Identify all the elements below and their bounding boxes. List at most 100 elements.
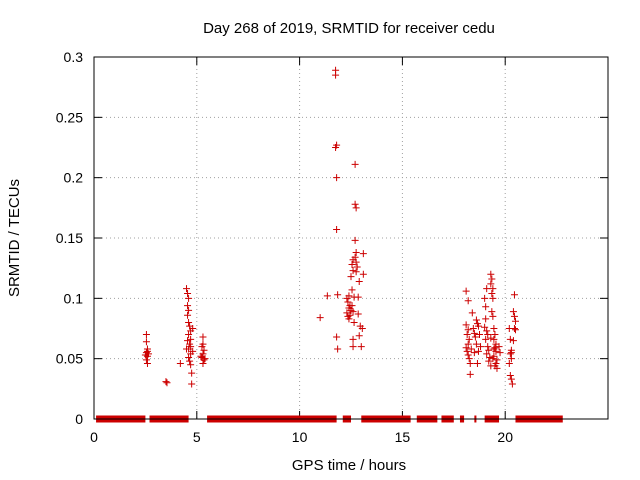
data-point	[481, 323, 489, 331]
data-point	[183, 285, 191, 293]
data-point	[510, 291, 518, 299]
data-point	[143, 359, 151, 367]
data-point	[187, 335, 195, 343]
data-point	[491, 362, 499, 370]
data-point	[187, 361, 195, 369]
data-point	[470, 349, 478, 357]
data-point	[463, 347, 471, 355]
data-point	[491, 331, 499, 339]
data-point	[489, 355, 497, 363]
y-axis-label: SRMTID / TECUs	[6, 179, 23, 297]
data-point	[482, 303, 490, 311]
data-point	[197, 352, 205, 360]
data-point	[487, 334, 495, 342]
data-point	[489, 285, 497, 293]
data-point	[185, 353, 193, 361]
data-point	[184, 290, 192, 298]
data-point	[462, 344, 470, 352]
data-point	[201, 355, 209, 363]
data-point	[464, 340, 472, 348]
data-point	[474, 322, 482, 330]
data-point	[188, 380, 196, 388]
data-point	[142, 338, 150, 346]
gridlines	[94, 57, 608, 419]
data-point	[141, 351, 149, 359]
data-point	[467, 345, 475, 353]
data-point	[485, 357, 493, 365]
data-point	[473, 359, 481, 367]
data-point	[469, 325, 477, 332]
data-point	[184, 337, 192, 345]
data-point	[477, 343, 485, 351]
data-point	[510, 325, 518, 332]
y-tick-label: 0.3	[64, 49, 84, 65]
y-tick-label: 0.05	[56, 351, 83, 367]
data-point	[496, 349, 504, 357]
data-point	[200, 356, 208, 364]
data-point	[189, 347, 197, 355]
data-point	[333, 226, 341, 234]
data-point	[489, 312, 497, 320]
data-point	[351, 253, 359, 261]
data-point	[189, 325, 197, 332]
data-point	[359, 250, 367, 258]
data-point	[348, 302, 356, 310]
y-tick-label: 0.15	[56, 230, 83, 246]
chart-title: Day 268 of 2019, SRMTID for receiver ced…	[203, 20, 495, 37]
data-point	[490, 325, 498, 332]
data-point	[323, 292, 331, 300]
data-point	[188, 369, 196, 377]
data-point	[490, 335, 498, 343]
data-point	[353, 263, 361, 271]
data-point	[482, 335, 490, 343]
data-point	[352, 204, 360, 212]
data-point	[199, 333, 207, 341]
data-point	[488, 275, 496, 283]
data-point	[351, 200, 359, 208]
data-point	[355, 332, 363, 340]
x-tick-labels: 0 5 10 15 20	[90, 429, 513, 445]
data-point	[186, 357, 194, 365]
data-point	[176, 359, 184, 367]
data-point	[162, 378, 170, 386]
data-point	[354, 293, 362, 301]
data-point	[507, 355, 515, 363]
data-point	[199, 359, 207, 367]
data-point	[507, 375, 515, 383]
y-tick-label: 0.1	[64, 290, 84, 306]
data-point	[511, 317, 519, 325]
data-point	[462, 321, 470, 329]
data-point	[464, 351, 472, 359]
data-point	[346, 311, 354, 319]
data-point	[493, 356, 501, 364]
y-tick-label: 0	[75, 411, 83, 427]
data-point	[200, 346, 208, 354]
x-tick-label: 15	[395, 429, 411, 445]
data-point	[484, 331, 492, 339]
data-point	[510, 312, 518, 320]
data-point	[489, 294, 497, 302]
data-point	[352, 268, 360, 276]
data-point	[143, 347, 151, 355]
data-point	[463, 331, 471, 339]
data-point	[483, 285, 491, 293]
data-point	[347, 273, 355, 281]
data-point	[333, 333, 341, 341]
data-point	[466, 370, 474, 378]
data-point	[506, 335, 514, 343]
data-point	[488, 308, 496, 316]
data-point	[468, 309, 476, 317]
x-axis-label: GPS time / hours	[292, 457, 406, 474]
data-point	[470, 329, 478, 337]
data-point	[506, 350, 514, 358]
data-point	[465, 335, 473, 343]
data-point	[185, 306, 193, 314]
data-point	[508, 380, 516, 388]
data-point	[334, 345, 342, 353]
data-points	[141, 66, 519, 388]
y-tick-labels: 0 0.05 0.1 0.15 0.2 0.25 0.3	[56, 49, 83, 427]
data-point	[355, 277, 363, 285]
data-point	[488, 290, 496, 298]
y-tick-label: 0.2	[64, 170, 84, 186]
data-point	[507, 349, 515, 357]
